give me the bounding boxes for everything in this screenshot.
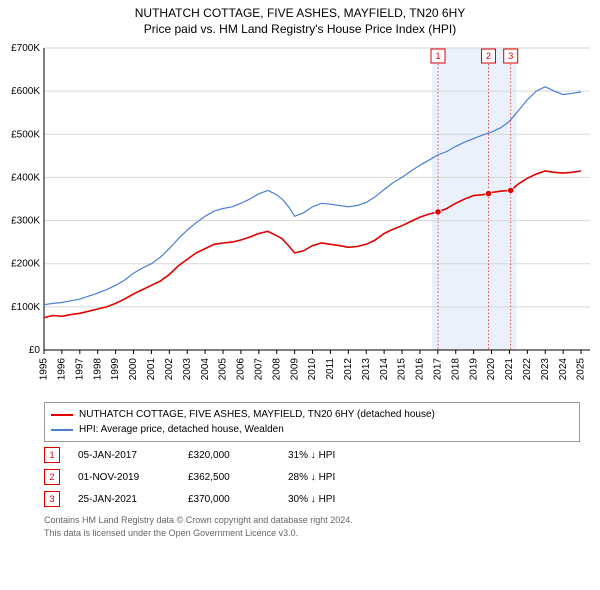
legend-label: HPI: Average price, detached house, Weal…	[79, 422, 284, 437]
x-tick-label: 2001	[146, 358, 157, 381]
x-tick-label: 2009	[289, 358, 300, 381]
sale-row: 2 01-NOV-2019£362,50028% ↓ HPI	[44, 466, 580, 488]
sale-marker-dot	[435, 209, 441, 215]
y-tick-label: £500K	[11, 129, 40, 140]
x-tick-label: 2007	[253, 358, 264, 381]
x-tick-label: 2003	[182, 358, 193, 381]
chart: £0 £100K £200K £300K £400K £500K £600K £700K 199…	[0, 38, 600, 398]
sale-row-badge: 3	[44, 491, 60, 507]
y-tick-label: £400K	[11, 172, 40, 183]
legend-swatch	[51, 429, 73, 431]
title-subtitle: Price paid vs. HM Land Registry's House …	[0, 22, 600, 36]
x-tick-label: 2000	[128, 358, 139, 381]
x-tick-label: 2014	[379, 358, 390, 381]
title-address: NUTHATCH COTTAGE, FIVE ASHES, MAYFIELD, …	[0, 6, 600, 20]
x-tick-label: 2024	[558, 358, 569, 381]
x-tick-label: 2005	[218, 358, 229, 381]
sale-row-diff: 30% ↓ HPI	[288, 494, 335, 505]
x-tick-label: 2011	[325, 358, 336, 380]
sale-marker-num: 2	[486, 51, 491, 61]
y-tick-label: £700K	[11, 43, 40, 54]
x-tick-label: 2025	[576, 358, 587, 381]
sale-row: 1 05-JAN-2017£320,00031% ↓ HPI	[44, 444, 580, 466]
x-tick-label: 2002	[164, 358, 175, 381]
x-tick-label: 2023	[540, 358, 551, 381]
sale-row-badge: 1	[44, 447, 60, 463]
sale-row-price: £320,000	[188, 450, 288, 461]
y-tick-label: £100K	[11, 302, 40, 313]
sale-row-price: £362,500	[188, 472, 288, 483]
legend-swatch	[51, 414, 73, 416]
y-tick-label: £300K	[11, 216, 40, 227]
sale-row-date: 05-JAN-2017	[78, 450, 188, 461]
y-tick-label: £0	[29, 345, 41, 356]
x-tick-label: 2018	[450, 358, 461, 381]
footer-line-2: This data is licensed under the Open Gov…	[44, 527, 580, 540]
x-tick-label: 2022	[522, 358, 533, 381]
title-block: NUTHATCH COTTAGE, FIVE ASHES, MAYFIELD, …	[0, 0, 600, 38]
x-tick-label: 2021	[504, 358, 515, 381]
x-tick-label: 2019	[468, 358, 479, 381]
x-tick-label: 1995	[39, 358, 50, 381]
x-tick-label: 1997	[74, 358, 85, 381]
x-tick-label: 2010	[307, 358, 318, 381]
sale-row-badge: 2	[44, 469, 60, 485]
y-tick-label: £200K	[11, 259, 40, 270]
x-tick-label: 2015	[397, 358, 408, 381]
sale-row-date: 01-NOV-2019	[78, 472, 188, 483]
legend: NUTHATCH COTTAGE, FIVE ASHES, MAYFIELD, …	[44, 402, 580, 442]
footer-line-1: Contains HM Land Registry data © Crown c…	[44, 514, 580, 527]
x-tick-label: 2004	[200, 358, 211, 381]
sale-marker-num: 1	[436, 51, 441, 61]
x-tick-label: 2008	[271, 358, 282, 381]
legend-label: NUTHATCH COTTAGE, FIVE ASHES, MAYFIELD, …	[79, 407, 435, 422]
sale-row-price: £370,000	[188, 494, 288, 505]
legend-item: NUTHATCH COTTAGE, FIVE ASHES, MAYFIELD, …	[51, 407, 573, 422]
x-tick-label: 2017	[432, 358, 443, 381]
x-tick-label: 1996	[57, 358, 68, 381]
chart-svg: £0 £100K £200K £300K £400K £500K £600K £700K 199…	[0, 38, 600, 398]
x-tick-label: 2020	[486, 358, 497, 381]
legend-item: HPI: Average price, detached house, Weal…	[51, 422, 573, 437]
x-tick-label: 2016	[415, 358, 426, 381]
sale-row-diff: 31% ↓ HPI	[288, 450, 335, 461]
sale-marker-dot	[507, 187, 513, 193]
y-tick-label: £600K	[11, 86, 40, 97]
sale-row-diff: 28% ↓ HPI	[288, 472, 335, 483]
sale-row-date: 25-JAN-2021	[78, 494, 188, 505]
sale-row: 3 25-JAN-2021£370,00030% ↓ HPI	[44, 488, 580, 510]
marker-list: 1 05-JAN-2017£320,00031% ↓ HPI 2 01-NOV-201…	[44, 444, 580, 510]
x-tick-label: 1999	[110, 358, 121, 381]
x-tick-label: 2006	[236, 358, 247, 381]
sale-marker-num: 3	[508, 51, 513, 61]
x-tick-label: 1998	[92, 358, 103, 381]
x-tick-label: 2013	[361, 358, 372, 381]
sale-marker-dot	[485, 190, 491, 196]
footer-attribution: Contains HM Land Registry data © Crown c…	[44, 514, 580, 539]
chart-container: NUTHATCH COTTAGE, FIVE ASHES, MAYFIELD, …	[0, 0, 600, 539]
x-tick-label: 2012	[343, 358, 354, 381]
